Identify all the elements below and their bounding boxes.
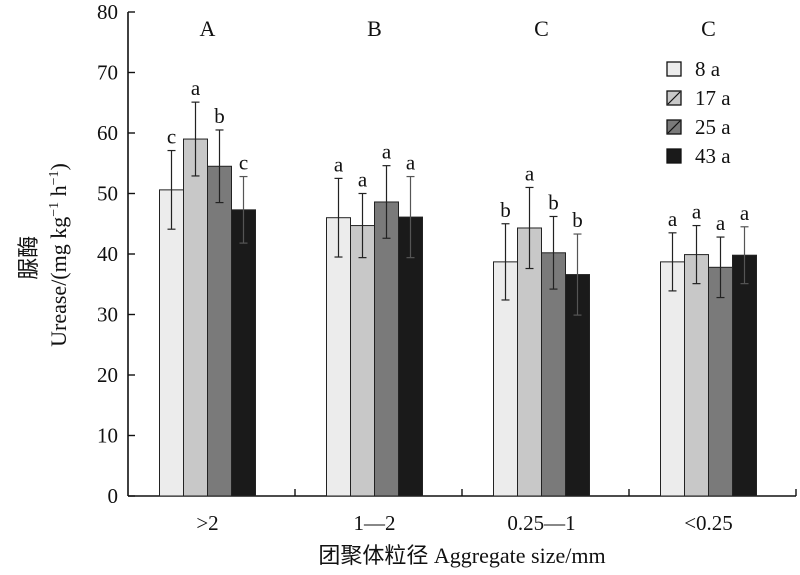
significance-letter: a (358, 168, 368, 192)
bar (398, 216, 423, 497)
x-tick-label: 1—2 (354, 511, 396, 535)
bar (708, 266, 733, 497)
y-tick-label: 50 (97, 182, 118, 206)
significance-letter: a (692, 200, 702, 224)
bar (207, 165, 232, 497)
y-tick-label: 80 (97, 0, 118, 24)
y-tick-label: 10 (97, 424, 118, 448)
bar (374, 201, 399, 497)
bars (159, 138, 757, 497)
legend-label: 43 a (695, 144, 731, 168)
significance-letter: b (500, 198, 511, 222)
x-tick-label: >2 (196, 511, 218, 535)
y-tick-label: 0 (108, 484, 119, 508)
y-tick-label: 20 (97, 363, 118, 387)
y-tick-label: 30 (97, 303, 118, 327)
significance-letter: b (548, 190, 559, 214)
legend-swatch (666, 148, 682, 164)
significance-letter: b (572, 208, 583, 232)
bar (732, 254, 757, 497)
legend-hatch (667, 91, 681, 105)
significance-letter: a (668, 207, 678, 231)
group-letter: C (534, 16, 549, 41)
legend-label: 17 a (695, 86, 731, 110)
y-axis-title: 脲酶 Urease/(mg kg−1 h−1) (16, 163, 71, 347)
significance-letter: a (525, 161, 535, 185)
group-letter: B (367, 16, 382, 41)
y-tick-label: 70 (97, 61, 118, 85)
bar (183, 138, 208, 497)
bar (231, 209, 256, 497)
significance-letter: a (334, 152, 344, 176)
bar (493, 261, 518, 497)
error-bars (167, 101, 749, 316)
x-tick-label: <0.25 (684, 511, 733, 535)
y-axis-title-cn: 脲酶 (16, 236, 41, 280)
legend-swatch (666, 61, 682, 77)
y-axis: 0 10 20 30 40 50 60 70 80 (97, 0, 135, 508)
significance-letter: a (406, 151, 416, 175)
bar (660, 261, 685, 497)
bar (326, 217, 351, 497)
y-tick-label: 40 (97, 242, 118, 266)
bar (350, 225, 375, 497)
significance-letter: a (382, 140, 392, 164)
significance-letter: a (740, 201, 750, 225)
significance-letter: c (239, 151, 248, 175)
legend-hatch (667, 120, 681, 134)
y-axis-title-en: Urease/(mg kg−1 h−1) (46, 163, 71, 347)
y-tick-label: 60 (97, 121, 118, 145)
bar (684, 254, 709, 497)
legend-label: 25 a (695, 115, 731, 139)
x-axis-title: 团聚体粒径 Aggregate size/mm (318, 543, 605, 568)
group-letter: C (701, 16, 716, 41)
significance-letter: a (191, 76, 201, 100)
legend: 8 a 17 a 25 a 43 a (666, 57, 731, 168)
significance-letter: a (716, 211, 726, 235)
group-letter: A (200, 16, 216, 41)
significance-letter: b (214, 104, 225, 128)
significance-letter: c (167, 125, 176, 149)
bar (159, 189, 184, 497)
legend-label: 8 a (695, 57, 721, 81)
x-tick-label: 0.25—1 (507, 511, 575, 535)
